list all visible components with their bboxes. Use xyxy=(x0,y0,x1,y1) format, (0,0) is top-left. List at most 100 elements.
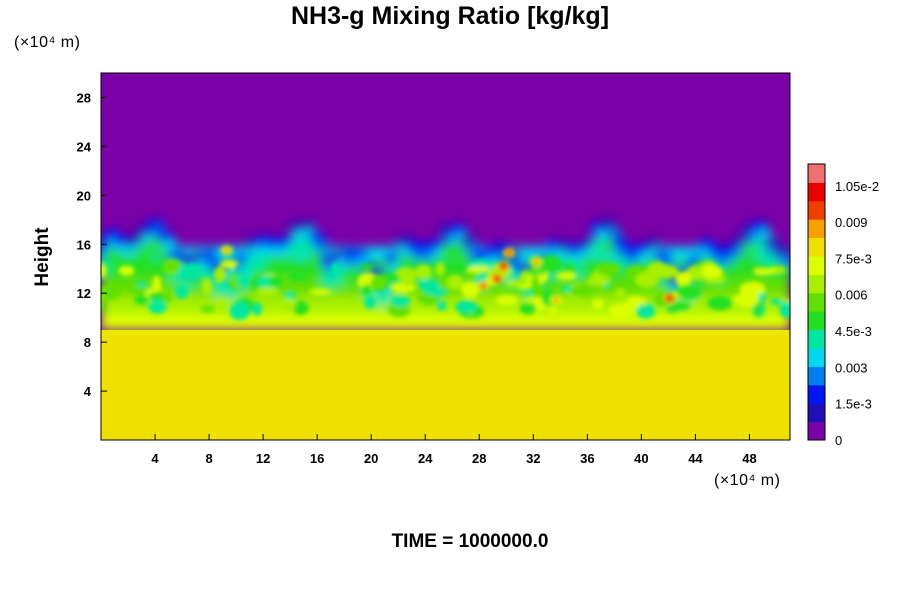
mixing-blob xyxy=(675,284,702,300)
mixing-blob xyxy=(236,273,250,288)
mixing-blob xyxy=(461,281,480,299)
y-tick-label: 20 xyxy=(77,188,91,203)
mixing-blob xyxy=(540,255,562,273)
mixing-blob xyxy=(268,276,286,288)
mixing-blob xyxy=(333,298,344,306)
boundary-blob xyxy=(450,242,469,259)
mixing-blob xyxy=(281,297,296,312)
colorbar-segment xyxy=(808,292,825,312)
y-tick-label: 16 xyxy=(77,237,91,252)
mixing-blob xyxy=(430,288,448,297)
mixing-blob xyxy=(359,264,375,271)
x-tick-label: 44 xyxy=(688,451,703,466)
hotspot xyxy=(666,295,673,302)
mixing-blob xyxy=(148,291,163,303)
colorbar-tick-label: 4.5e-3 xyxy=(835,324,872,339)
mixing-blob xyxy=(770,298,783,305)
mixing-blob xyxy=(363,295,376,309)
mixing-blob xyxy=(127,286,147,294)
colorbar-frame xyxy=(807,163,826,441)
x-tick-label: 20 xyxy=(364,451,378,466)
mixing-blob xyxy=(519,270,529,285)
colorbar-segment xyxy=(808,237,825,257)
y-tick-label: 8 xyxy=(84,335,91,350)
mixing-blob xyxy=(201,277,212,295)
colorbar-segment xyxy=(808,348,825,367)
mixing-blob xyxy=(455,300,478,313)
x-axis: 4 8 12 16 20 24 28 32 36 40 44 48 xyxy=(151,434,757,466)
plot-frame xyxy=(100,72,791,441)
x-tick-label: 36 xyxy=(580,451,594,466)
colorbar-segment xyxy=(808,384,825,404)
x-tick-label: 48 xyxy=(742,451,756,466)
mixing-blob xyxy=(292,301,309,315)
mixing-blob xyxy=(101,284,121,301)
mixing-blob xyxy=(414,264,433,280)
x-tick-label: 28 xyxy=(472,451,486,466)
mixing-blob xyxy=(148,299,167,314)
mixing-blob xyxy=(561,285,572,293)
mixing-blob xyxy=(495,295,519,306)
y-tick-label: 24 xyxy=(77,139,92,154)
x-tick-label: 8 xyxy=(205,451,212,466)
boundary-blob xyxy=(277,255,296,272)
mixing-blob xyxy=(739,282,766,296)
colorbar-segment xyxy=(808,421,825,441)
mixing-blob xyxy=(175,284,189,299)
x-axis-unit: (×10⁴ m) xyxy=(714,472,781,489)
mixing-blob xyxy=(280,280,292,294)
colorbar: 0 1.5e-3 0.003 4.5e-3 0.006 7.5e-3 0.009 1.05e-… xyxy=(807,163,879,448)
y-tick-label: 12 xyxy=(77,286,91,301)
mixing-blob xyxy=(285,272,310,281)
mixing-blob xyxy=(707,295,733,311)
colorbar-segment xyxy=(808,403,825,423)
mixing-blob xyxy=(101,297,107,313)
hotspot xyxy=(480,282,487,289)
mixing-blob xyxy=(200,305,216,313)
colorbar-segment xyxy=(808,182,825,202)
boundary-blob xyxy=(731,255,750,272)
hotspot xyxy=(223,247,230,254)
mixing-blob xyxy=(118,265,135,276)
mixing-blob xyxy=(330,262,340,277)
mixing-blob xyxy=(229,302,250,321)
mixing-blob xyxy=(436,300,447,311)
mixing-blob xyxy=(701,265,723,278)
mixing-blob xyxy=(646,261,668,278)
mixing-blob xyxy=(505,279,524,288)
colorbar-segment xyxy=(808,366,825,386)
mixing-blob xyxy=(309,288,332,295)
colorbar-segment xyxy=(808,274,825,294)
colorbar-segment xyxy=(808,200,825,220)
boundary-blob xyxy=(579,256,598,273)
colorbar-tick-label: 0.009 xyxy=(835,215,868,230)
time-label: TIME = 1000000.0 xyxy=(391,531,549,552)
mixing-blob xyxy=(255,287,279,298)
mixing-blob xyxy=(178,263,203,279)
mixing-blob xyxy=(555,272,577,281)
layer-band xyxy=(101,313,790,330)
x-tick-label: 4 xyxy=(151,451,159,466)
mixing-blob xyxy=(568,285,595,297)
mixing-blob xyxy=(547,306,558,314)
mixing-blob xyxy=(670,301,691,311)
mixing-blob xyxy=(152,275,161,293)
colorbar-segment xyxy=(808,164,825,183)
boundary-blob xyxy=(374,290,393,307)
x-tick-label: 16 xyxy=(310,451,324,466)
mixing-blob xyxy=(213,266,227,283)
colorbar-tick-label: 1.05e-2 xyxy=(835,179,879,194)
y-axis-unit: (×10⁴ m) xyxy=(14,34,81,51)
mixing-blob xyxy=(400,270,416,287)
mixing-blob xyxy=(446,275,464,290)
region-lower xyxy=(101,329,790,440)
mixing-blob xyxy=(592,298,604,309)
hotspot xyxy=(493,275,500,282)
hotspot xyxy=(533,258,540,265)
colorbar-segment xyxy=(808,256,825,275)
mixing-blob xyxy=(220,260,239,269)
mixing-blob xyxy=(383,272,399,283)
hotspot xyxy=(553,297,560,304)
y-tick-label: 28 xyxy=(77,90,91,105)
